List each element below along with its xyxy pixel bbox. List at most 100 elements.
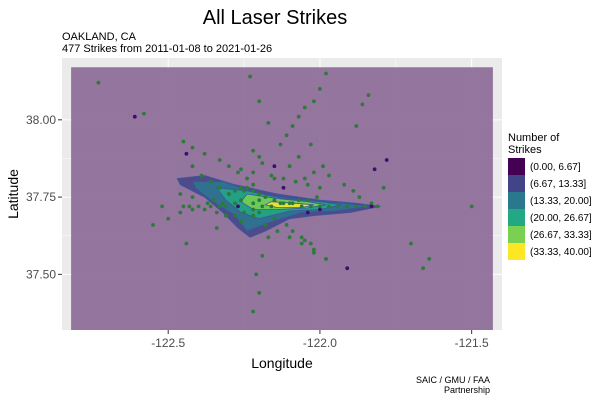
strike-point [297,155,301,159]
strike-point [239,198,243,202]
strike-point [300,242,304,246]
strike-point [257,291,261,295]
strike-point [251,149,255,153]
x-axis-ticks: -122.5 -122.0 -121.5 [151,330,489,350]
legend-title-line2: Strikes [508,144,542,156]
strike-point [212,198,216,202]
strike-point [285,223,289,227]
x-tick-label: -122.5 [151,336,185,350]
strike-point [285,133,289,137]
caption-line1: SAIC / GMU / FAA [416,375,490,385]
strike-point [218,186,222,190]
strike-point [309,143,313,147]
strike-point [151,223,155,227]
strike-point [318,87,322,91]
strike-point [257,155,261,159]
strike-point [327,174,331,178]
strike-point [224,214,228,218]
strike-point [266,121,270,125]
strike-point [263,195,267,199]
strike-point [257,198,261,202]
strike-point [191,146,195,150]
strike-point [312,251,316,255]
strike-point [358,195,362,199]
strike-point [257,211,261,215]
strike-point [206,201,210,205]
x-tick-label: -121.5 [455,336,489,350]
dense-strike-point [236,205,240,209]
dense-strike-point [273,164,277,168]
strike-point [251,183,255,187]
legend-swatch [508,192,525,209]
strike-point [248,75,252,79]
x-axis-label: Longitude [251,355,313,371]
legend-label: (33.33, 40.00] [530,247,592,258]
legend-items: (0.00, 6.67] (6.67, 13.33] (13.33, 20.00] (… [508,158,592,260]
legend-swatch [508,243,525,260]
strike-point [324,72,328,76]
dense-strike-point [373,167,377,171]
dense-strike-point [185,152,189,156]
strike-point [351,189,355,193]
chart-subtitle-range: 477 Strikes from 2011-01-08 to 2021-01-2… [62,43,272,55]
strike-point [300,205,304,209]
legend: Number of Strikes (0.00, 6.67](6.67, 13.… [508,132,592,260]
strike-point [294,180,298,184]
strike-point [239,186,243,190]
chart-title: All Laser Strikes [203,7,348,29]
x-tick-label: -122.0 [303,336,337,350]
strike-point [270,174,274,178]
strike-point [215,211,219,215]
strike-point [309,242,313,246]
strike-point [191,195,195,199]
strike-point [263,223,267,227]
strike-point [191,164,195,168]
strike-point [376,205,380,209]
strike-point [279,143,283,147]
strike-point [291,124,295,128]
y-tick-label: 37.50 [26,267,56,281]
strike-point [324,257,328,261]
strike-point [191,208,195,212]
strike-point [427,257,431,261]
strike-point [342,183,346,187]
strike-point [273,177,277,181]
strike-point [421,266,425,270]
legend-swatch [508,226,525,243]
strike-point [188,205,192,209]
dense-strike-point [385,158,389,162]
legend-label: (6.67, 13.33] [530,179,586,190]
strike-point [382,186,386,190]
strike-point [306,198,310,202]
strike-point [239,220,243,224]
strike-point [239,167,243,171]
strike-point [470,205,474,209]
strike-point [251,171,255,175]
dense-strike-point [370,205,374,209]
legend-label: (13.33, 20.00] [530,196,592,207]
strike-point [166,217,170,221]
legend-swatch [508,175,525,192]
strike-point [218,205,222,209]
strike-point [200,174,204,178]
dense-strike-point [306,211,310,215]
strike-point [251,214,255,218]
strike-point [367,93,371,97]
strike-point [260,254,264,258]
strike-point [306,183,310,187]
strike-point [197,205,201,209]
strike-point [361,103,365,107]
strike-point [257,192,261,196]
strike-point [221,201,225,205]
y-tick-label: 38.00 [26,113,56,127]
strike-point [260,205,264,209]
strike-point [97,81,101,85]
strike-point [345,205,349,209]
strike-point [312,99,316,103]
legend-label: (20.00, 26.67] [530,213,592,224]
strike-point [178,192,182,196]
strike-point [354,124,358,128]
strike-point [245,177,249,181]
chart-subtitle-location: OAKLAND, CA [62,31,137,43]
